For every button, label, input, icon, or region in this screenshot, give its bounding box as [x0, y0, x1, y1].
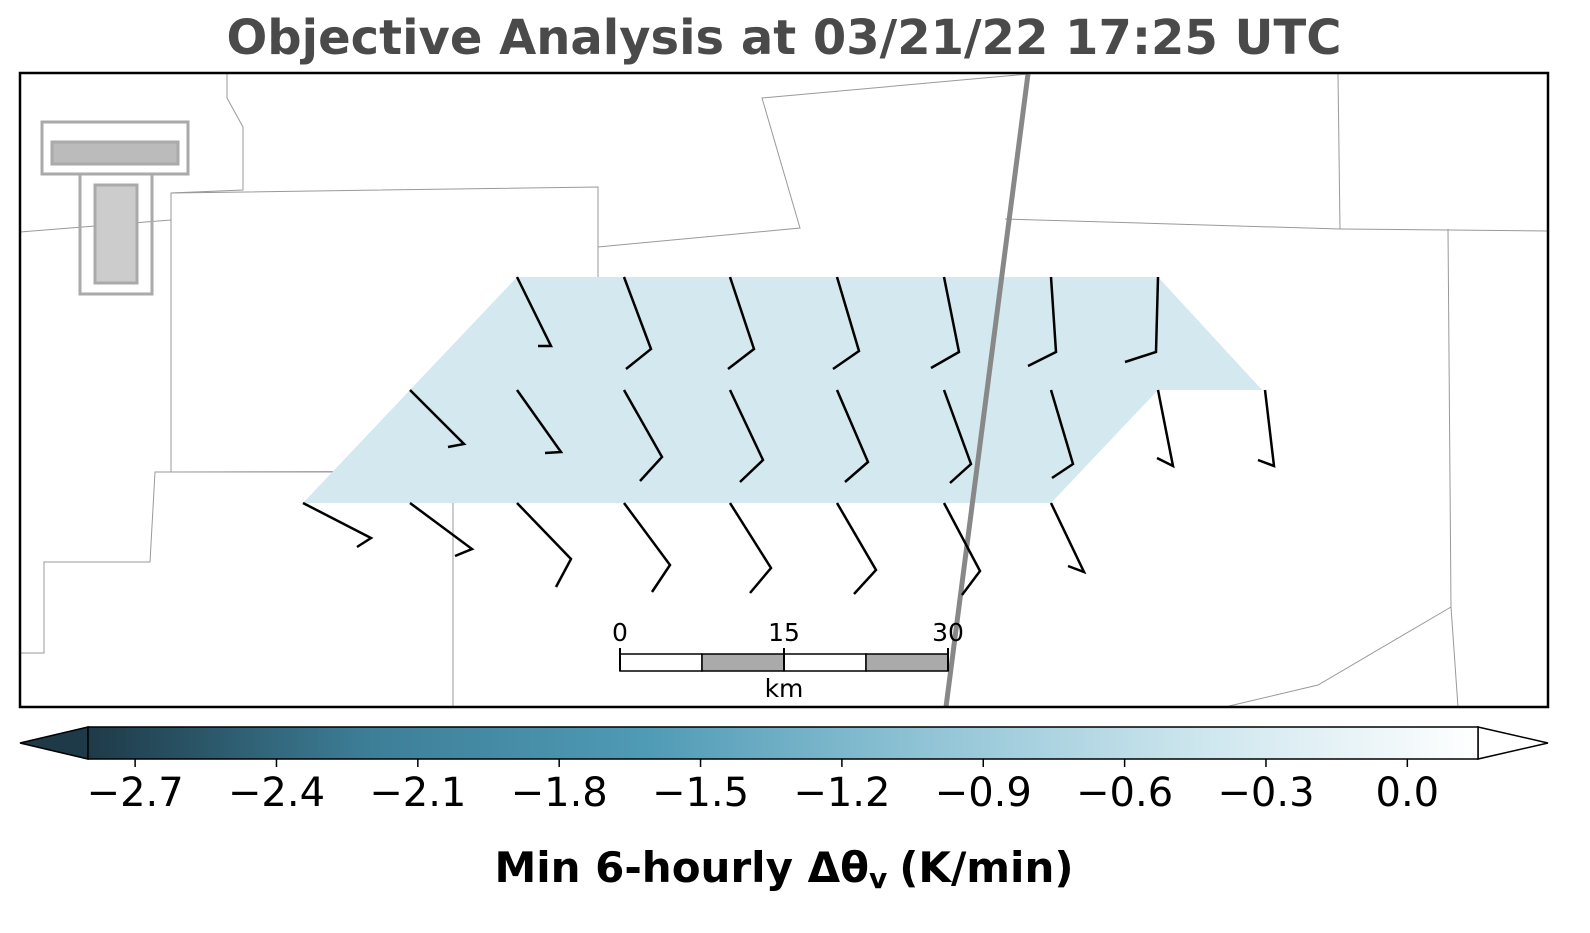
scale-label: 30: [932, 618, 964, 647]
scale-unit: km: [765, 674, 804, 703]
wind-barb: [622, 502, 672, 593]
label-subscript: v: [869, 862, 887, 895]
wind-barb: [409, 389, 467, 449]
wind-barb: [515, 276, 554, 348]
highway: [943, 73, 1031, 708]
colorbar-tick-label: −1.5: [652, 770, 749, 816]
scale-segment: [701, 653, 785, 672]
shaded-area: [303, 277, 1262, 503]
border: [1224, 606, 1452, 708]
scale-label: 15: [768, 618, 800, 647]
colorbar-label: Min 6-hourly Δθv (K/min): [494, 843, 1073, 896]
colorbar-tick-label: −2.4: [228, 770, 325, 816]
wind-barb: [727, 276, 756, 370]
logo-stem: [78, 172, 154, 296]
wind-barb: [835, 502, 878, 595]
wind-barb: [1257, 389, 1276, 468]
wind-barb: [515, 389, 564, 455]
wind-barb: [832, 276, 861, 371]
scale-label: 0: [612, 618, 628, 647]
logo-inner: [93, 183, 139, 285]
wind-barb: [835, 389, 870, 483]
wind-barb: [622, 389, 664, 482]
logo-inner: [50, 140, 180, 166]
wind-barb: [942, 502, 982, 596]
wind-barb: [728, 502, 773, 594]
extend-high: [1477, 726, 1549, 760]
label-text: Min 6-hourly Δθ: [494, 843, 869, 892]
wind-barb: [1049, 389, 1075, 480]
wind-barb: [409, 501, 475, 558]
colorbar-tick-label: −0.9: [935, 770, 1032, 816]
wind-barb: [1156, 389, 1175, 469]
wind-barb: [728, 389, 765, 483]
title: Objective Analysis at 03/21/22 17:25 UTC: [227, 10, 1342, 66]
border: [1004, 218, 1549, 232]
map-frame: [18, 71, 1550, 709]
border: [1447, 228, 1459, 708]
colorbar-tick-label: −0.3: [1217, 770, 1314, 816]
wind-barb: [1124, 276, 1160, 364]
wind-barb: [1027, 276, 1058, 368]
border: [1337, 73, 1341, 230]
wind-barb: [942, 389, 973, 484]
logo: [40, 120, 190, 296]
colorbar-body: [87, 726, 1479, 760]
wind-barb: [622, 276, 653, 370]
label-suffix: (K/min): [899, 843, 1073, 892]
wind-barbs: [302, 276, 1276, 596]
map: [19, 73, 1549, 708]
extend-low: [19, 726, 89, 760]
wind-barb: [930, 276, 961, 370]
wind-barb: [1049, 502, 1087, 575]
scale-segment: [865, 653, 949, 672]
colorbar-tick-label: −1.8: [511, 770, 608, 816]
scale-segment: [783, 653, 867, 672]
colorbar-tick-label: −2.1: [369, 770, 466, 816]
scale-segment: [619, 653, 703, 672]
colorbar-tick-label: 0.0: [1376, 770, 1440, 816]
wind-barb: [302, 501, 374, 549]
colorbar-tick-label: −0.6: [1076, 770, 1173, 816]
wind-barb: [516, 502, 573, 588]
colorbar-tick-label: −2.7: [87, 770, 184, 816]
scale-bar: 0 15 30 km: [612, 618, 964, 703]
colorbar: −2.7 −2.4 −2.1 −1.8 −1.5 −1.2 −0.9 −0.6 −0.3 0.0: [19, 726, 1549, 816]
border: [597, 73, 1029, 248]
colorbar-tick-label: −1.2: [793, 770, 890, 816]
